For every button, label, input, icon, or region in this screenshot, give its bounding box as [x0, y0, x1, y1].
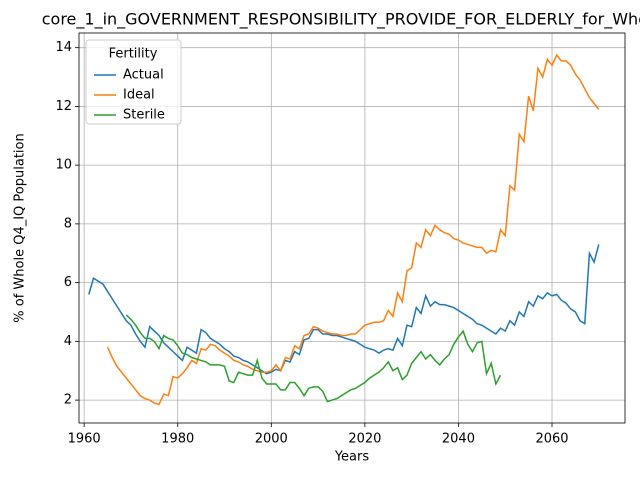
y-tick-label: 8	[64, 216, 72, 231]
x-axis-label: Years	[334, 450, 370, 465]
x-tick-label: 2000	[255, 432, 288, 447]
y-tick-label: 6	[64, 275, 72, 290]
legend-label: Sterile	[123, 108, 165, 123]
legend-label: Ideal	[123, 88, 155, 103]
x-tick-label: 2020	[348, 432, 381, 447]
y-axis-label: % of Whole Q4_IQ Population	[13, 133, 28, 322]
y-tick-label: 14	[55, 40, 72, 55]
plot-frame	[78, 32, 626, 424]
legend-title: Fertility	[109, 47, 158, 62]
series-line	[125, 314, 502, 403]
legend-label: Actual	[123, 68, 164, 83]
x-tick-label: 2060	[535, 432, 568, 447]
y-tick-label: 2	[64, 393, 72, 408]
chart-title: core_1_in_GOVERNMENT_RESPONSIBILITY_PROV…	[42, 10, 640, 30]
series-line	[106, 53, 600, 406]
x-tick-label: 2040	[442, 432, 475, 447]
y-tick-label: 10	[55, 158, 72, 173]
x-tick-label: 1980	[161, 432, 194, 447]
y-tick-label: 4	[64, 334, 72, 349]
x-tick-label: 1960	[68, 432, 101, 447]
series-line	[88, 244, 600, 375]
y-tick-label: 12	[55, 99, 72, 114]
legend-box	[85, 39, 182, 125]
